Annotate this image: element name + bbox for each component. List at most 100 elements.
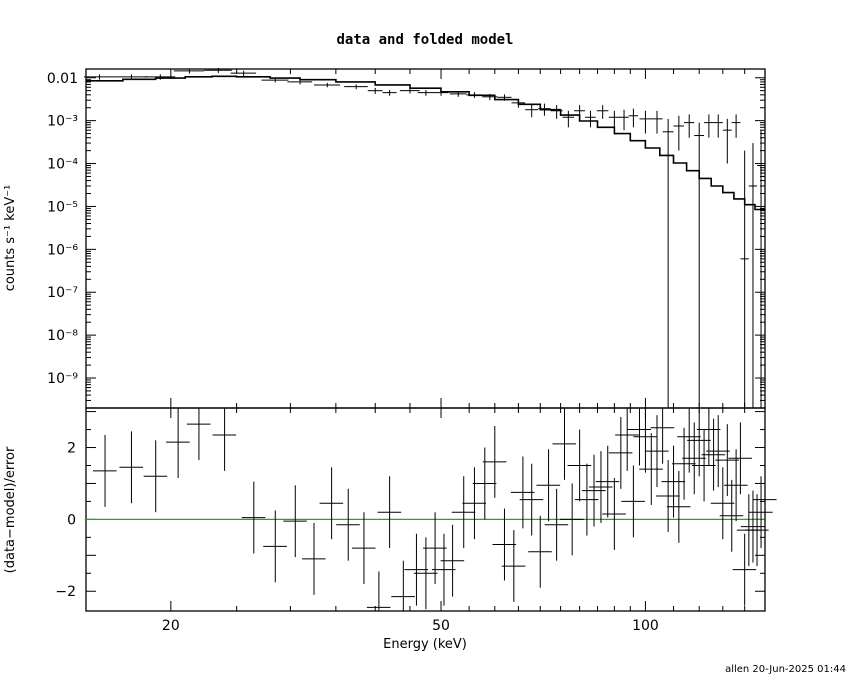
residual-point	[186, 408, 211, 461]
bottom-y-axis-label: (data−model)/error	[3, 446, 18, 573]
residual-point	[752, 463, 777, 536]
footer-timestamp: allen 20-Jun-2025 01:44	[725, 664, 846, 675]
data-point	[673, 115, 685, 151]
residual-point	[644, 415, 669, 488]
residual-point	[595, 445, 620, 518]
residual-point	[319, 467, 344, 540]
residual-point	[366, 571, 391, 611]
data-point	[466, 92, 483, 98]
residual-point	[581, 454, 606, 527]
residual-point	[719, 479, 744, 552]
top-y-tick-label: 10⁻⁹	[47, 371, 78, 387]
data-point	[619, 109, 629, 131]
residual-point	[732, 533, 757, 606]
data-point	[651, 110, 663, 134]
top-y-tick-label: 10⁻⁷	[47, 285, 78, 301]
residual-point	[519, 463, 544, 536]
residual-point	[650, 408, 675, 464]
data-point	[574, 105, 586, 119]
residual-point	[501, 530, 526, 603]
folded-model-layer	[86, 75, 765, 211]
residual-point	[451, 476, 476, 549]
residual-point	[552, 408, 577, 480]
data-point	[704, 114, 714, 138]
residual-point	[633, 408, 657, 473]
residual-point	[119, 431, 144, 504]
data-point	[287, 79, 313, 85]
residual-point	[661, 445, 686, 518]
data-point	[497, 94, 512, 101]
data-point	[684, 114, 695, 138]
residual-point	[692, 429, 716, 502]
data-point	[525, 104, 539, 118]
residual-point	[749, 476, 773, 549]
residual-point	[143, 440, 168, 513]
data-point	[608, 110, 620, 128]
residual-point	[608, 416, 633, 489]
residual-point	[166, 408, 190, 479]
residual-point	[423, 512, 447, 585]
x-tick-label: 50	[432, 618, 450, 634]
residual-point	[263, 510, 287, 583]
residual-point	[482, 425, 507, 498]
residual-point	[656, 460, 680, 532]
data-point	[639, 110, 652, 134]
residual-point	[682, 422, 706, 495]
data-point	[662, 118, 674, 408]
chart-title: data and folded model	[336, 32, 513, 48]
data-point	[596, 105, 609, 119]
data-point	[417, 89, 434, 96]
data-point	[84, 74, 115, 80]
data-point	[230, 70, 257, 76]
residual-point	[574, 463, 599, 536]
residual-point	[560, 483, 584, 556]
residual-point	[588, 451, 613, 523]
residual-point	[528, 515, 552, 588]
top-panel-frame	[85, 68, 766, 409]
top-y-axis-label: counts s⁻¹ keV⁻¹	[3, 185, 18, 292]
residual-point	[301, 522, 326, 595]
data-point	[722, 118, 732, 164]
folded-model-line	[86, 75, 765, 211]
top-y-tick-label: 10⁻⁴	[47, 157, 78, 173]
residual-point	[212, 408, 237, 471]
residual-point	[92, 434, 117, 507]
residual-point	[377, 476, 402, 549]
data-point	[114, 74, 148, 80]
data-point	[382, 89, 397, 96]
data-point	[449, 91, 467, 97]
residual-point	[715, 424, 739, 497]
residual-point	[544, 488, 569, 561]
data-point	[344, 84, 368, 90]
data-point	[204, 67, 232, 73]
data-point	[538, 103, 551, 116]
residual-point	[413, 537, 438, 610]
residual-point	[666, 470, 691, 543]
data-point	[748, 143, 758, 408]
residual-point	[696, 408, 721, 466]
data-point	[367, 87, 383, 94]
residual-point	[621, 465, 645, 538]
residuals-layer	[92, 408, 777, 611]
residual-point	[706, 415, 730, 488]
bottom-y-tick-label: 0	[67, 512, 76, 528]
residual-point	[602, 478, 626, 550]
data-point	[585, 110, 596, 128]
residual-point	[462, 467, 487, 540]
top-y-tick-label: 10⁻⁶	[47, 242, 78, 258]
data-point	[144, 74, 176, 80]
residual-point	[431, 533, 456, 606]
data-point	[314, 82, 341, 88]
data-point	[562, 110, 575, 128]
data-point	[694, 122, 705, 408]
data-point	[482, 93, 498, 101]
residual-point	[639, 433, 663, 506]
residual-point	[241, 481, 266, 554]
top-y-tick-label: 10⁻³	[47, 114, 78, 130]
residual-point	[472, 447, 497, 520]
bottom-y-tick-label: −2	[55, 584, 76, 600]
residual-point	[701, 418, 726, 491]
